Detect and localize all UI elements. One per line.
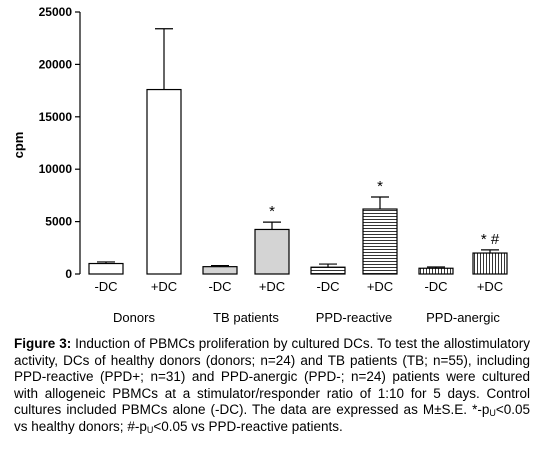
x-tick-label: +DC [259, 279, 285, 294]
y-tick-label: 5000 [45, 215, 72, 229]
group-label: TB patients [213, 310, 279, 325]
y-axis: 0 5000 10000 15000 20000 25000 [39, 5, 81, 281]
y-tick-label: 25000 [39, 5, 73, 19]
x-tick-label: -DC [208, 279, 231, 294]
significance-marker: * # [481, 231, 500, 248]
bar [310, 266, 346, 275]
bar [202, 266, 238, 275]
group-label: Donors [113, 310, 155, 325]
y-tick-label: 15000 [39, 110, 73, 124]
bar [88, 262, 124, 275]
y-tick-label: 20000 [39, 57, 73, 71]
y-tick-label: 0 [65, 267, 72, 281]
group-label: PPD-reactive [316, 310, 393, 325]
x-tick-label: -DC [424, 279, 447, 294]
significance-marker: * [377, 178, 383, 195]
y-axis-label: cpm [11, 132, 26, 159]
x-tick-label: -DC [316, 279, 339, 294]
x-tick-label: +DC [367, 279, 393, 294]
bar [472, 252, 508, 275]
x-tick-label: -DC [94, 279, 117, 294]
group-labels: Donors TB patients PPD-reactive PPD-anergic [113, 310, 500, 325]
x-tick-labels: -DC +DC -DC +DC -DC +DC -DC +DC [94, 279, 503, 294]
y-tick-label: 10000 [39, 162, 73, 176]
bar [146, 88, 182, 275]
bar [362, 208, 398, 275]
figure-caption: Figure 3: Induction of PBMCs proliferati… [14, 336, 530, 435]
bar [418, 267, 454, 275]
caption-sub-u: U [489, 408, 496, 418]
caption-label: Figure 3: [14, 336, 72, 351]
caption-text-3: <0.05 vs PPD-reactive patients. [153, 418, 343, 434]
bar [254, 228, 290, 275]
caption-sub-u-2: U [146, 424, 154, 435]
group-label: PPD-anergic [426, 310, 500, 325]
significance-marker: * [269, 203, 275, 220]
caption-text: Induction of PBMCs proliferation by cult… [14, 336, 530, 417]
x-tick-label: +DC [151, 279, 177, 294]
bar-chart: 0 5000 10000 15000 20000 25000 cpm * * * # -DC +… [11, 5, 508, 325]
bars: * * * # [88, 28, 508, 275]
caption-text-2: <0.05 vs healthy donors; #-p [14, 402, 530, 434]
x-tick-label: +DC [477, 279, 503, 294]
